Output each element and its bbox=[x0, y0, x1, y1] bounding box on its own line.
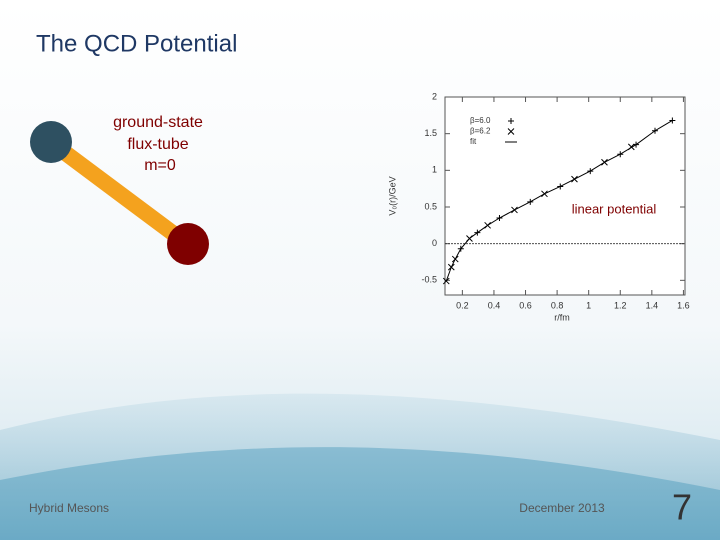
callout: linear potential bbox=[572, 201, 657, 216]
y-tick-label: 0.5 bbox=[424, 201, 437, 211]
footer-left: Hybrid Mesons bbox=[29, 501, 109, 515]
y-tick-label: 0 bbox=[432, 238, 437, 248]
fit-line bbox=[445, 120, 673, 282]
quark bbox=[30, 121, 72, 163]
y-axis-label: V₀(r)/GeV bbox=[387, 176, 397, 215]
plot-area bbox=[444, 96, 686, 296]
wave bbox=[0, 393, 720, 540]
slide-title: The QCD Potential bbox=[36, 30, 237, 57]
annotation: m=0 bbox=[144, 157, 176, 174]
x-tick-label: 1 bbox=[586, 300, 591, 310]
x-tick-label: 1.2 bbox=[614, 300, 627, 310]
page-number: 7 bbox=[672, 487, 692, 528]
x-tick-label: 0.4 bbox=[488, 300, 501, 310]
footer-center: December 2013 bbox=[519, 501, 605, 515]
annotation: ground-state bbox=[113, 114, 203, 131]
point bbox=[442, 277, 450, 285]
flux-tube bbox=[47, 136, 191, 250]
wave bbox=[0, 447, 720, 540]
x-tick-label: 0.8 bbox=[551, 300, 564, 310]
legend-marker bbox=[507, 128, 515, 135]
legend-label: β=6.0 bbox=[470, 116, 491, 125]
annotation: flux-tube bbox=[127, 136, 188, 153]
legend-label: β=6.2 bbox=[470, 127, 491, 136]
x-axis-label: r/fm bbox=[554, 312, 570, 322]
x-tick-label: 1.6 bbox=[677, 300, 690, 310]
y-tick-label: 1.5 bbox=[424, 128, 437, 138]
y-tick-label: 1 bbox=[432, 165, 437, 175]
antiquark bbox=[167, 223, 209, 265]
x-tick-label: 0.2 bbox=[456, 300, 469, 310]
y-tick-label: -0.5 bbox=[421, 275, 437, 285]
x-tick-label: 0.6 bbox=[519, 300, 532, 310]
legend-marker bbox=[508, 118, 514, 124]
legend-label: fit bbox=[470, 137, 477, 146]
x-tick-label: 1.4 bbox=[646, 300, 659, 310]
y-tick-label: 2 bbox=[432, 91, 437, 101]
